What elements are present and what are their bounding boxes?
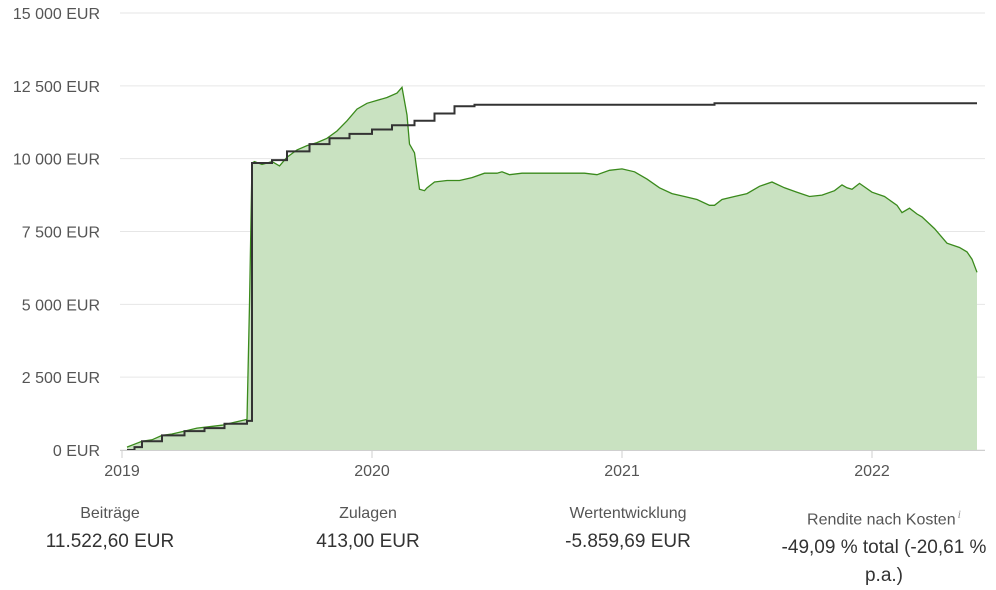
stat-zulagen: Zulagen 413,00 EUR — [278, 500, 458, 556]
stat-rendite-value-line1: -49,09 % total (-20,61 % — [781, 537, 987, 559]
stat-rendite-label: Rendite nach Kosten — [807, 511, 956, 529]
y-tick-label: 10 000 EUR — [13, 152, 100, 169]
y-tick-label: 7 500 EUR — [22, 225, 100, 242]
x-tick-label: 2020 — [354, 463, 390, 480]
chart-axes: 0 EUR 2 500 EUR 5 000 EUR 7 500 EUR 10 000 E… — [13, 6, 985, 480]
x-tick-label: 2019 — [104, 463, 140, 480]
chart-lines — [126, 85, 978, 451]
portfolio-value-fill — [127, 87, 977, 451]
summary-stats: Beiträge 11.522,60 EUR Zulagen 413,00 EU… — [0, 500, 996, 587]
stat-rendite-value-line2: p.a.) — [864, 565, 904, 587]
value-chart: 0 EUR 2 500 EUR 5 000 EUR 7 500 EUR 10 000 E… — [13, 6, 985, 480]
y-tick-label: 12 500 EUR — [13, 79, 100, 96]
stat-wertentwicklung-label: Wertentwicklung — [569, 505, 687, 522]
y-tick-label: 5 000 EUR — [22, 297, 100, 314]
portfolio-value-area — [127, 87, 977, 451]
stat-zulagen-label: Zulagen — [339, 505, 397, 522]
stat-rendite-label-row: Rendite nach Kosten i — [776, 500, 992, 534]
x-tick-label: 2022 — [854, 463, 890, 480]
stat-beitraege: Beiträge 11.522,60 EUR — [20, 500, 200, 556]
y-tick-label: 15 000 EUR — [13, 6, 100, 23]
contributions-line — [127, 102, 977, 451]
stat-zulagen-value: 413,00 EUR — [316, 531, 420, 552]
y-tick-label: 2 500 EUR — [22, 370, 100, 387]
stat-wertentwicklung: Wertentwicklung -5.859,69 EUR — [528, 500, 728, 556]
stat-beitraege-value: 11.522,60 EUR — [45, 531, 175, 552]
y-tick-label: 0 EUR — [53, 443, 100, 460]
stat-beitraege-label: Beiträge — [80, 505, 140, 522]
x-tick-label: 2021 — [604, 463, 640, 480]
stat-wertentwicklung-value: -5.859,69 EUR — [565, 531, 691, 552]
stat-rendite: Rendite nach Kosten i -49,09 % total (-20… — [776, 500, 992, 590]
info-icon[interactable]: i — [957, 507, 961, 521]
